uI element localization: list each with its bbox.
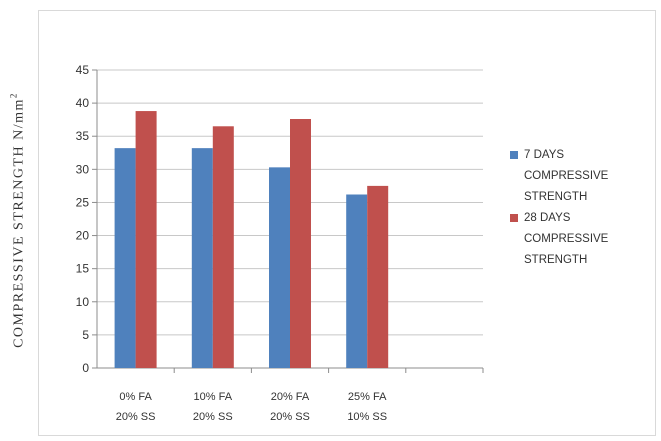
y-tick-label: 45 xyxy=(76,63,90,77)
legend-swatch xyxy=(510,151,518,159)
bar-7-days xyxy=(114,148,136,368)
x-category-label: 25% FA xyxy=(348,391,387,403)
bar-28-days xyxy=(212,126,234,369)
legend-label: COMPRESSIVE xyxy=(524,170,609,182)
y-tick-label: 5 xyxy=(82,328,89,342)
bar-28-days xyxy=(290,119,311,368)
y-tick-label: 15 xyxy=(76,262,90,276)
x-category-label: 20% SS xyxy=(116,411,156,423)
y-tick-label: 20 xyxy=(76,229,90,243)
x-category-label: 0% FA xyxy=(119,391,152,403)
legend-label: COMPRESSIVE xyxy=(524,233,609,245)
bar-28-days xyxy=(367,185,389,368)
bar-7-days xyxy=(346,194,368,368)
legend-label: 7 DAYS xyxy=(524,149,565,161)
legend-label: 28 DAYS xyxy=(524,212,571,224)
y-tick-label: 0 xyxy=(82,361,89,375)
x-category-label: 10% FA xyxy=(194,391,233,403)
x-category-label: 10% SS xyxy=(347,411,387,423)
legend: 7 DAYS COMPRESSIVE STRENGTH 28 DAYS COMPRESS… xyxy=(510,145,655,271)
chart-frame xyxy=(38,10,656,436)
bar-7-days xyxy=(191,148,213,368)
legend-label: STRENGTH xyxy=(524,191,588,203)
x-category-label: 20% SS xyxy=(270,411,310,423)
x-category-label: 20% SS xyxy=(193,411,233,423)
bar-28-days xyxy=(135,111,157,369)
legend-label: STRENGTH xyxy=(524,254,588,266)
legend-item: 7 DAYS COMPRESSIVE STRENGTH xyxy=(510,145,655,208)
y-tick-label: 35 xyxy=(76,129,90,143)
bar-7-days xyxy=(269,167,290,368)
legend-swatch xyxy=(510,214,518,222)
y-tick-label: 10 xyxy=(76,295,90,309)
y-tick-label: 40 xyxy=(76,96,90,110)
y-tick-label: 25 xyxy=(76,195,90,209)
x-category-label: 20% FA xyxy=(271,391,310,403)
y-tick-label: 30 xyxy=(76,162,90,176)
legend-item: 28 DAYS COMPRESSIVE STRENGTH xyxy=(510,208,655,271)
